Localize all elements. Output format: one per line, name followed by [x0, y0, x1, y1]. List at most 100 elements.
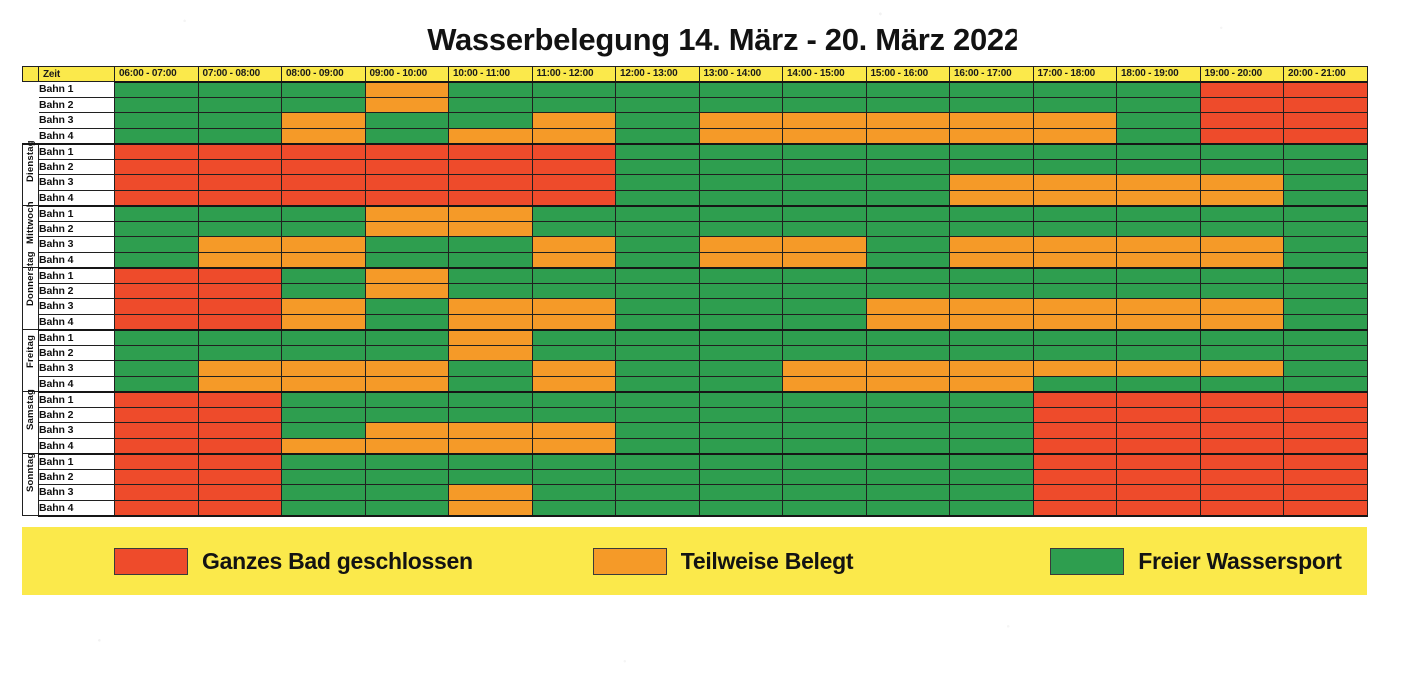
- schedule-cell-green[interactable]: [448, 360, 533, 377]
- schedule-cell-green[interactable]: [364, 452, 449, 470]
- schedule-cell-orange[interactable]: [364, 204, 449, 222]
- schedule-cell-green[interactable]: [782, 266, 867, 284]
- schedule-cell-red[interactable]: [281, 142, 366, 160]
- schedule-cell-red[interactable]: [531, 158, 616, 175]
- schedule-cell-orange[interactable]: [1199, 313, 1284, 331]
- schedule-cell-green[interactable]: [1199, 158, 1284, 175]
- schedule-cell-green[interactable]: [1199, 328, 1284, 346]
- schedule-cell-green[interactable]: [197, 204, 282, 222]
- schedule-cell-orange[interactable]: [448, 204, 533, 222]
- schedule-cell-green[interactable]: [782, 328, 867, 346]
- schedule-cell-green[interactable]: [1283, 298, 1368, 315]
- schedule-cell-green[interactable]: [782, 499, 867, 517]
- schedule-cell-red[interactable]: [448, 174, 533, 191]
- schedule-cell-orange[interactable]: [364, 282, 449, 299]
- schedule-cell-green[interactable]: [281, 499, 366, 517]
- schedule-cell-red[interactable]: [1199, 437, 1284, 455]
- schedule-cell-green[interactable]: [865, 142, 950, 160]
- schedule-cell-green[interactable]: [1116, 158, 1201, 175]
- schedule-cell-green[interactable]: [782, 298, 867, 315]
- schedule-cell-green[interactable]: [865, 96, 950, 113]
- schedule-cell-green[interactable]: [1199, 282, 1284, 299]
- schedule-cell-green[interactable]: [448, 80, 533, 98]
- schedule-cell-green[interactable]: [865, 204, 950, 222]
- schedule-cell-green[interactable]: [615, 313, 700, 331]
- schedule-cell-orange[interactable]: [1032, 298, 1117, 315]
- schedule-cell-green[interactable]: [782, 96, 867, 113]
- schedule-cell-orange[interactable]: [698, 251, 783, 269]
- schedule-cell-green[interactable]: [1116, 80, 1201, 98]
- schedule-cell-orange[interactable]: [1116, 251, 1201, 269]
- schedule-cell-green[interactable]: [364, 468, 449, 485]
- schedule-cell-orange[interactable]: [949, 127, 1034, 145]
- schedule-cell-green[interactable]: [1283, 360, 1368, 377]
- schedule-cell-green[interactable]: [615, 437, 700, 455]
- schedule-cell-green[interactable]: [615, 96, 700, 113]
- schedule-cell-green[interactable]: [615, 80, 700, 98]
- schedule-cell-green[interactable]: [865, 220, 950, 237]
- schedule-cell-orange[interactable]: [281, 437, 366, 455]
- schedule-cell-green[interactable]: [949, 390, 1034, 408]
- schedule-cell-orange[interactable]: [448, 344, 533, 361]
- schedule-cell-red[interactable]: [1199, 80, 1284, 98]
- schedule-cell-orange[interactable]: [1199, 251, 1284, 269]
- schedule-cell-green[interactable]: [1116, 112, 1201, 129]
- schedule-cell-red[interactable]: [364, 174, 449, 191]
- schedule-cell-green[interactable]: [1116, 127, 1201, 145]
- schedule-cell-green[interactable]: [698, 390, 783, 408]
- schedule-cell-green[interactable]: [615, 468, 700, 485]
- schedule-cell-orange[interactable]: [949, 112, 1034, 129]
- schedule-cell-green[interactable]: [1283, 174, 1368, 191]
- schedule-cell-red[interactable]: [364, 158, 449, 175]
- schedule-cell-orange[interactable]: [364, 80, 449, 98]
- schedule-cell-red[interactable]: [1199, 96, 1284, 113]
- schedule-cell-green[interactable]: [1116, 96, 1201, 113]
- schedule-cell-green[interactable]: [1199, 142, 1284, 160]
- schedule-cell-orange[interactable]: [448, 499, 533, 517]
- schedule-cell-green[interactable]: [865, 499, 950, 517]
- schedule-cell-green[interactable]: [531, 80, 616, 98]
- schedule-cell-green[interactable]: [1199, 220, 1284, 237]
- schedule-cell-orange[interactable]: [1032, 313, 1117, 331]
- schedule-cell-orange[interactable]: [949, 360, 1034, 377]
- schedule-cell-green[interactable]: [364, 499, 449, 517]
- schedule-cell-orange[interactable]: [1199, 236, 1284, 253]
- schedule-cell-green[interactable]: [114, 80, 199, 98]
- schedule-cell-green[interactable]: [782, 204, 867, 222]
- schedule-cell-red[interactable]: [364, 189, 449, 207]
- schedule-cell-orange[interactable]: [865, 127, 950, 145]
- schedule-cell-red[interactable]: [1283, 484, 1368, 501]
- schedule-cell-orange[interactable]: [949, 313, 1034, 331]
- schedule-cell-green[interactable]: [698, 406, 783, 423]
- schedule-cell-orange[interactable]: [448, 328, 533, 346]
- schedule-cell-green[interactable]: [364, 344, 449, 361]
- schedule-cell-orange[interactable]: [281, 251, 366, 269]
- schedule-cell-orange[interactable]: [531, 313, 616, 331]
- schedule-cell-green[interactable]: [782, 189, 867, 207]
- schedule-cell-green[interactable]: [114, 127, 199, 145]
- schedule-cell-green[interactable]: [698, 468, 783, 485]
- schedule-cell-orange[interactable]: [448, 437, 533, 455]
- schedule-cell-orange[interactable]: [281, 375, 366, 393]
- schedule-cell-orange[interactable]: [448, 220, 533, 237]
- schedule-cell-green[interactable]: [865, 468, 950, 485]
- schedule-cell-green[interactable]: [197, 344, 282, 361]
- schedule-cell-green[interactable]: [1283, 142, 1368, 160]
- schedule-cell-green[interactable]: [1283, 251, 1368, 269]
- schedule-cell-orange[interactable]: [281, 313, 366, 331]
- schedule-cell-green[interactable]: [531, 484, 616, 501]
- schedule-cell-red[interactable]: [1032, 437, 1117, 455]
- schedule-cell-green[interactable]: [281, 282, 366, 299]
- schedule-cell-green[interactable]: [281, 96, 366, 113]
- schedule-cell-red[interactable]: [114, 313, 199, 331]
- schedule-cell-green[interactable]: [865, 266, 950, 284]
- schedule-cell-green[interactable]: [1032, 375, 1117, 393]
- schedule-cell-orange[interactable]: [1032, 360, 1117, 377]
- schedule-cell-green[interactable]: [1032, 282, 1117, 299]
- schedule-cell-orange[interactable]: [531, 251, 616, 269]
- schedule-cell-green[interactable]: [281, 406, 366, 423]
- schedule-cell-green[interactable]: [615, 189, 700, 207]
- schedule-cell-green[interactable]: [531, 390, 616, 408]
- schedule-cell-green[interactable]: [949, 344, 1034, 361]
- schedule-cell-orange[interactable]: [1116, 360, 1201, 377]
